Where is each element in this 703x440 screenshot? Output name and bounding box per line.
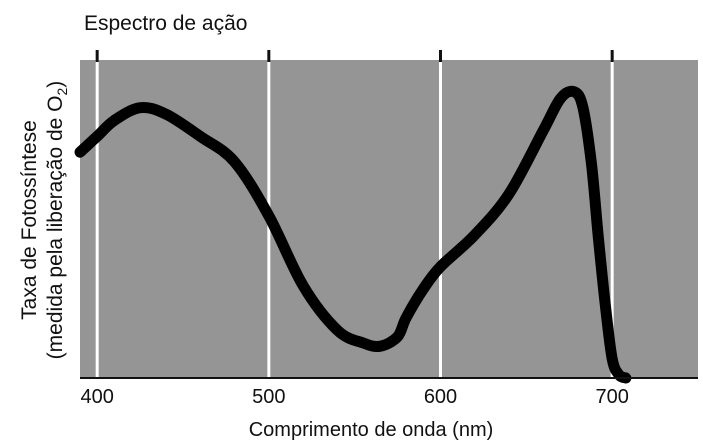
x-axis-ticks: [95, 50, 614, 62]
y-axis-label-subscript: 2: [54, 87, 70, 95]
y-axis-label-prefix: (medida pela liberação de O: [44, 95, 67, 359]
series-line: [74, 85, 632, 384]
chart-title: Espectro de ação: [84, 12, 247, 35]
x-tick-label-400: 400: [80, 386, 113, 408]
y-axis-label-line1: Taxa de Fotossíntese: [18, 120, 41, 320]
x-tick-label-700: 700: [595, 386, 628, 408]
x-tick-label-600: 600: [424, 386, 457, 408]
x-axis-label: Comprimento de onda (nm): [249, 419, 494, 440]
x-tick-labels: 400 500 600 700: [80, 386, 628, 408]
y-axis-label-line2: (medida pela liberação de O2): [44, 81, 70, 360]
x-tick-label-500: 500: [252, 386, 285, 408]
y-axis-label-suffix: ): [44, 81, 67, 88]
